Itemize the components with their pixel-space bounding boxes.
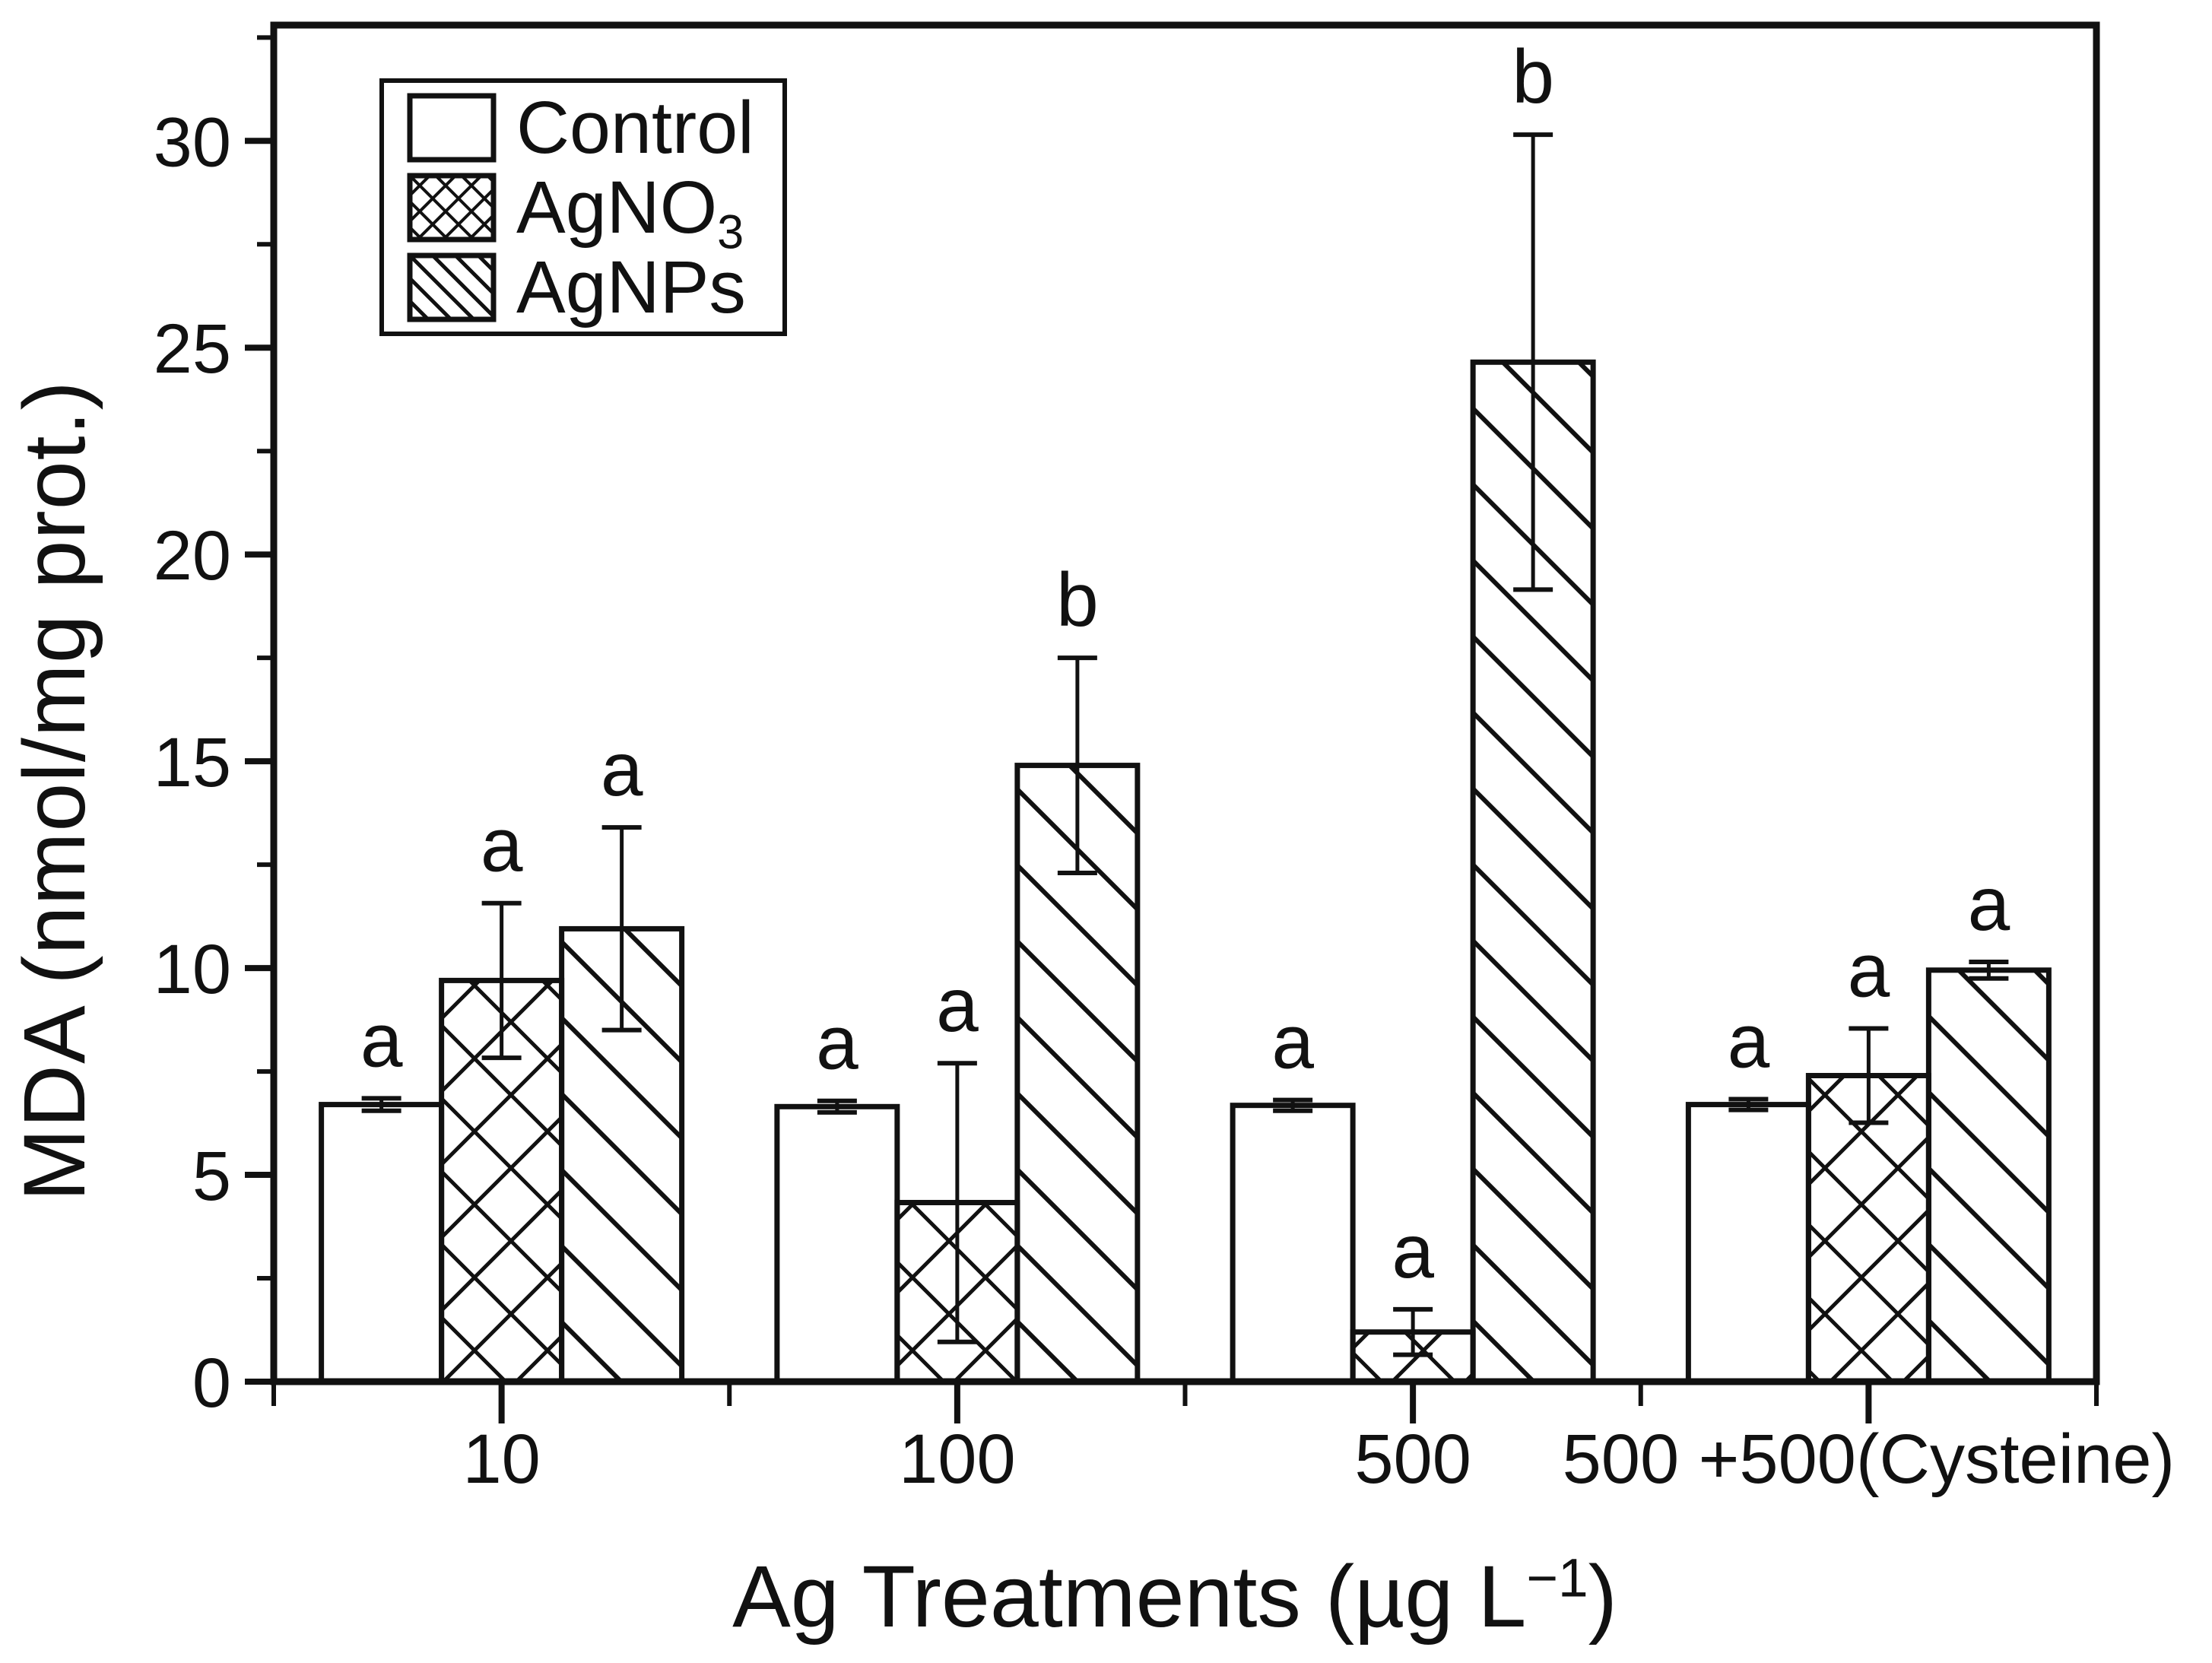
legend-label-agnps: AgNPs	[516, 246, 746, 328]
y-tick-label-5: 5	[192, 1138, 231, 1215]
error-bar-AgNPs-500 +500(Cysteine)	[1969, 959, 2009, 981]
bar-Control-500 +500(Cysteine)	[1685, 1102, 1811, 1385]
error-bar-Control-100	[817, 1098, 857, 1115]
error-bar-AgNO3-10	[481, 900, 522, 1061]
y-tick-label-20: 20	[154, 517, 231, 595]
sig-letter-AgNO3-500 +500(Cysteine): a	[1848, 928, 1890, 1014]
diagonal-swatch	[407, 252, 497, 322]
legend-label-control: Control	[516, 86, 754, 169]
legend-item-control: Control	[407, 90, 782, 166]
bar-Control-100	[774, 1103, 900, 1385]
x-axis-title-superscript: −1	[1526, 1547, 1588, 1609]
solid-white-swatch	[407, 93, 497, 162]
error-bar-Control-500 +500(Cysteine)	[1728, 1097, 1769, 1112]
y-tick-label-0: 0	[192, 1344, 231, 1422]
sig-letter-AgNPs-500 +500(Cysteine): a	[1968, 862, 2010, 947]
y-axis-title-text: MDA (nmol/mg prot.)	[6, 380, 103, 1201]
x-axis-title-text: Ag Treatments (µg L	[732, 1548, 1527, 1646]
error-bar-AgNO3-100	[937, 1061, 977, 1344]
y-axis-title: MDA (nmol/mg prot.)	[5, 380, 105, 1201]
sig-letter-AgNO3-500: a	[1392, 1209, 1434, 1294]
error-bar-AgNPs-500	[1513, 132, 1553, 592]
x-axis-title: Ag Treatments (µg L−1)	[732, 1547, 1617, 1647]
legend-item-agnps: AgNPs	[407, 249, 782, 325]
error-bar-AgNO3-500	[1393, 1306, 1433, 1357]
bar-Control-500	[1230, 1103, 1356, 1385]
x-tick-label-500 +500(Cysteine): 500 +500(Cysteine)	[1563, 1420, 2176, 1498]
y-tick-label-30: 30	[154, 103, 231, 181]
sig-letter-AgNO3-10: a	[481, 803, 523, 888]
error-bar-AgNPs-10	[601, 825, 642, 1033]
y-tick-label-10: 10	[154, 931, 231, 1008]
x-tick-label-10: 10	[462, 1420, 540, 1498]
sig-letter-Control-500 +500(Cysteine): a	[1728, 999, 1770, 1084]
tick-labels-layer: 0 5 10 15 20 25 30 10 100 500 500 +500(Cysteine)	[154, 103, 2175, 1498]
sig-letter-Control-10: a	[360, 998, 403, 1083]
sig-letter-AgNPs-10: a	[601, 727, 643, 812]
x-axis-title-close: )	[1588, 1548, 1617, 1646]
crosshatch-swatch	[407, 173, 497, 242]
error-bar-AgNPs-100	[1057, 655, 1097, 875]
error-bar-Control-10	[361, 1096, 401, 1113]
bars-layer	[319, 359, 2052, 1385]
legend: Control AgNO3 AgNPs	[379, 78, 787, 336]
legend-label-agno3: AgNO3	[516, 166, 744, 259]
x-tick-label-500: 500	[1354, 1420, 1471, 1498]
sig-letter-AgNO3-100: a	[936, 963, 979, 1048]
x-tick-label-100: 100	[899, 1420, 1016, 1498]
legend-item-agno3: AgNO3	[407, 166, 782, 259]
sig-letter-AgNPs-500: b	[1512, 34, 1554, 119]
error-bar-AgNO3-500 +500(Cysteine)	[1849, 1026, 1889, 1125]
bar-Control-10	[319, 1102, 445, 1385]
sig-letter-AgNPs-100: b	[1056, 557, 1099, 643]
sig-letter-Control-100: a	[816, 1001, 858, 1086]
axes-frame-layer	[245, 21, 2100, 1423]
error-bar-Control-500	[1273, 1097, 1313, 1113]
bar-AgNPs-500 +500(Cysteine)	[1925, 967, 2052, 1385]
y-tick-label-25: 25	[154, 310, 231, 388]
y-tick-label-15: 15	[154, 724, 231, 801]
sig-letter-Control-500: a	[1271, 1000, 1314, 1085]
